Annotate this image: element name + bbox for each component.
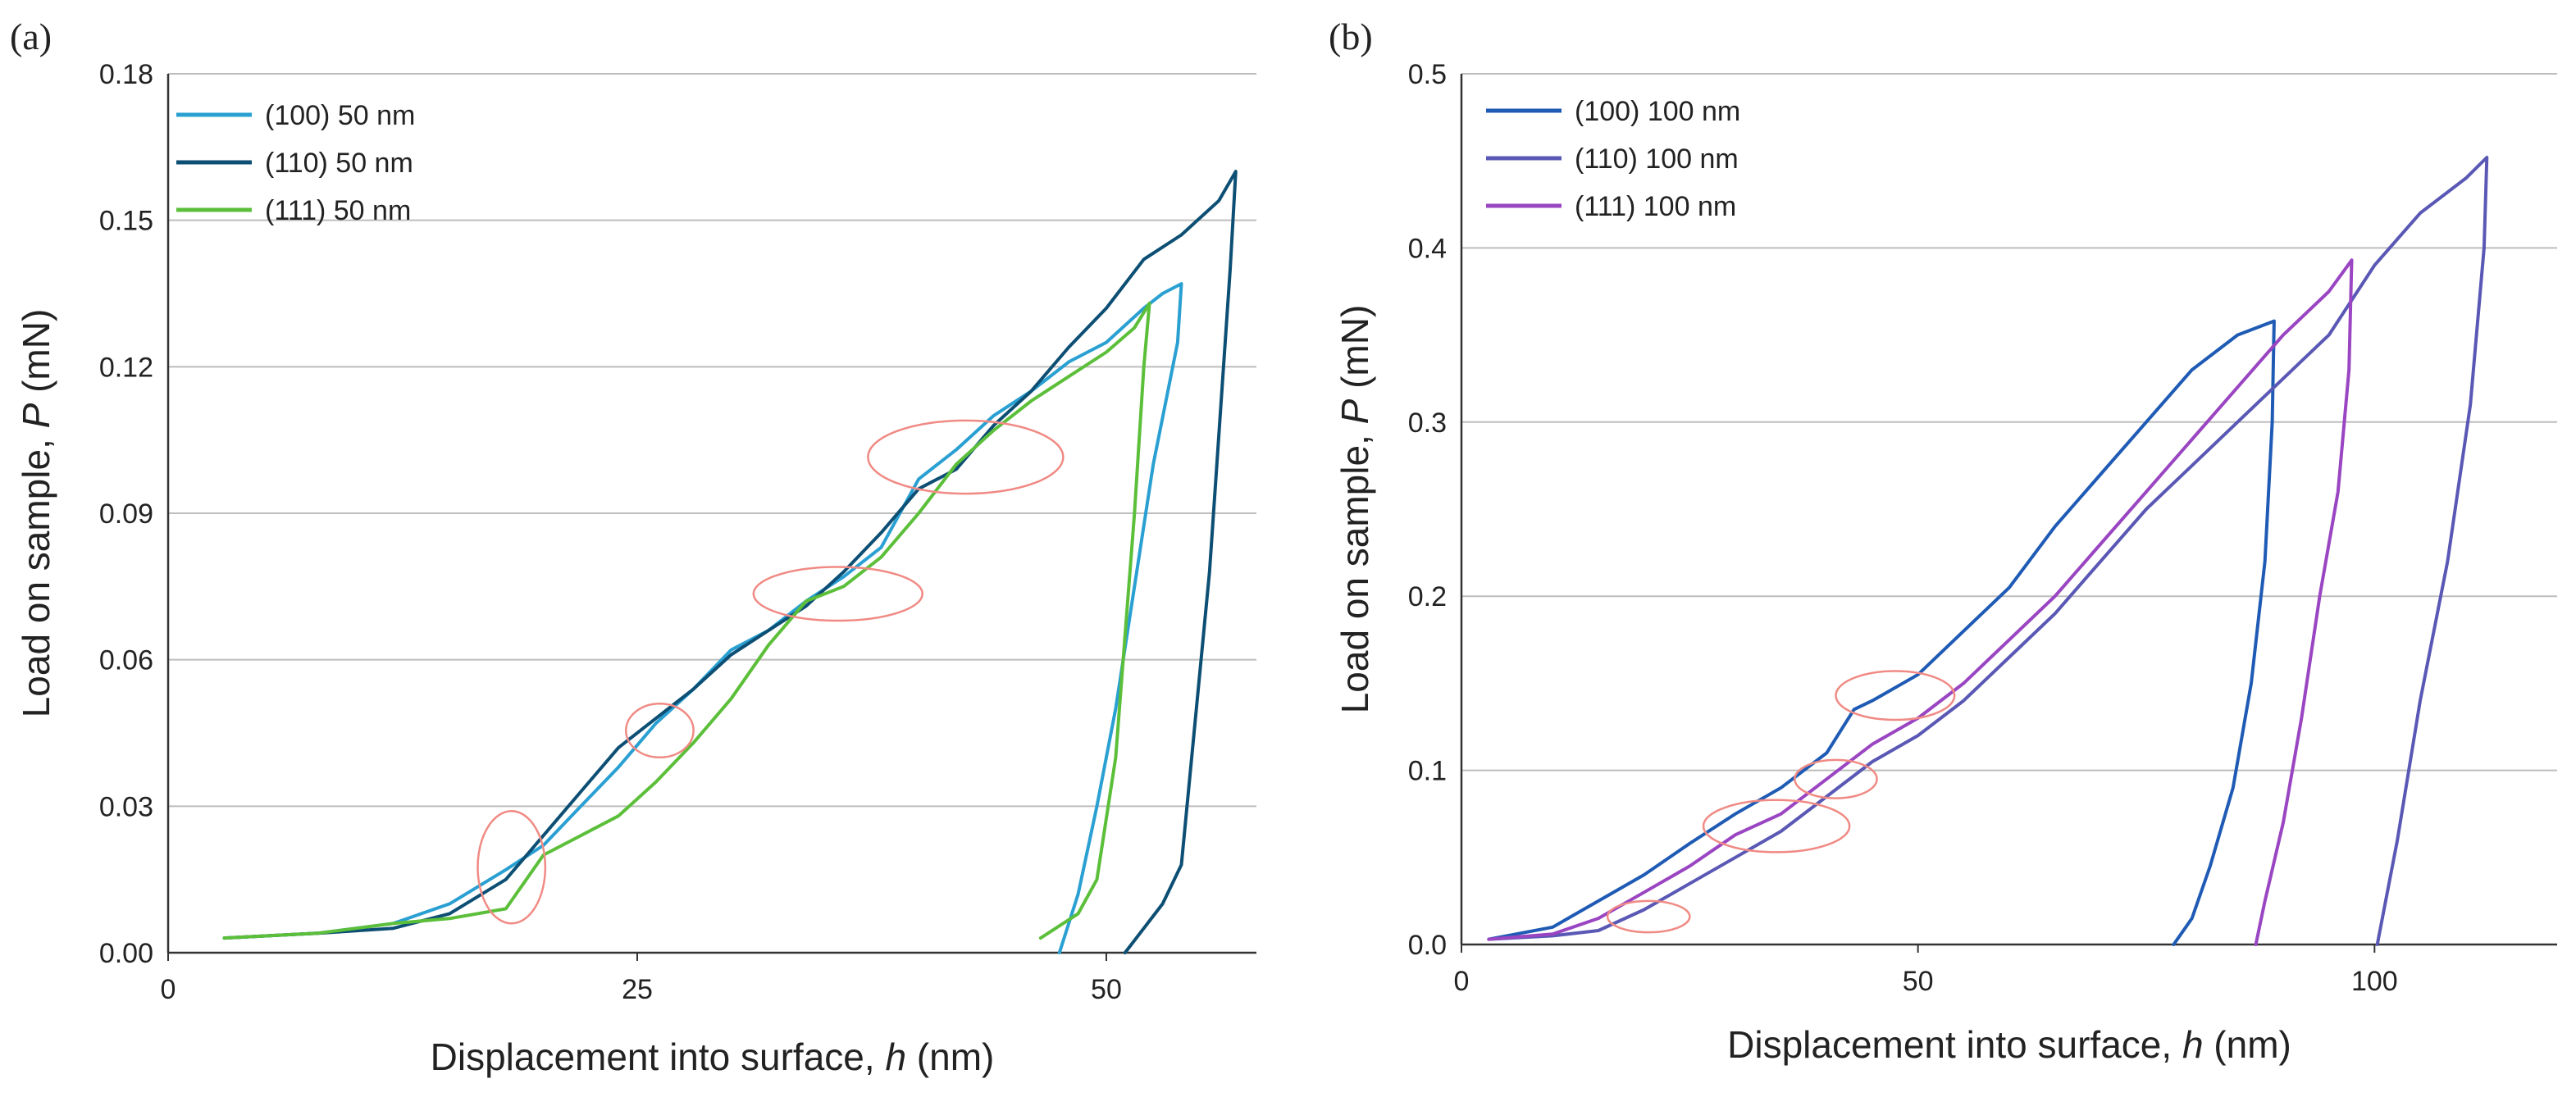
y-tick-label: 0.4	[1408, 233, 1447, 264]
y-tick-label: 0.0	[1408, 930, 1447, 961]
legend-label: (100) 50 nm	[265, 100, 415, 131]
y-axis-variable: P	[1334, 398, 1376, 424]
y-axis-variable: P	[15, 403, 57, 428]
legend-label: (111) 100 nm	[1575, 191, 1736, 222]
x-axis-variable: h	[2182, 1023, 2204, 1066]
panel-b: (b) 0.0 0.1 0.2 0.3 0.4 0.5 0 50 100 Displacement …	[1329, 16, 2557, 1066]
y-tick-label: 0.3	[1408, 407, 1447, 439]
x-axis-label: Displacement into surface, h (nm)	[1727, 1023, 2291, 1066]
annotation-ellipse	[476, 810, 547, 925]
series-line-3	[222, 301, 1151, 940]
y-tick-label: 0.12	[99, 352, 153, 383]
panel-label: (a)	[10, 16, 52, 57]
y-tick-label: 0.1	[1408, 756, 1447, 787]
x-tick-label: 50	[1091, 974, 1122, 1005]
x-tick-label: 0	[161, 974, 176, 1005]
y-tick-label: 0.2	[1408, 581, 1447, 612]
x-tick-label: 100	[2351, 966, 2398, 997]
y-axis-unit: (mN)	[1334, 305, 1376, 399]
annotation-ellipse	[625, 703, 695, 759]
series-line-2	[222, 170, 1238, 954]
y-tick-label: 0.00	[99, 938, 153, 969]
legend-label: (111) 50 nm	[265, 195, 411, 226]
legend: (100) 100 nm (110) 100 nm (111) 100 nm	[1486, 96, 1740, 222]
series-line-2	[1487, 156, 2489, 946]
annotation-ellipse	[752, 566, 923, 622]
x-axis-label-text: Displacement into surface,	[431, 1036, 886, 1078]
y-tick-label: 0.15	[99, 206, 153, 237]
x-tick-label: 25	[622, 974, 653, 1005]
y-axis-label: Load on sample, P (mN)	[15, 309, 57, 718]
panel-a: (a) 0.00 0.03 0.06 0.09 0.12 0.15 0.18 0 25 50 Disp…	[10, 16, 1256, 1078]
legend-label: (110) 100 nm	[1575, 143, 1739, 175]
y-axis-unit: (mN)	[15, 309, 57, 403]
y-tick-label: 0.03	[99, 791, 153, 822]
annotation-ellipse	[1702, 799, 1851, 853]
panel-label: (b)	[1329, 16, 1373, 57]
annotation-ellipse	[867, 419, 1065, 495]
annotation-ellipse	[1835, 670, 1956, 721]
y-axis-label-text: Load on sample,	[1334, 424, 1376, 713]
x-axis-variable: h	[885, 1036, 906, 1078]
y-tick-label: 0.09	[99, 498, 153, 530]
annotation-ellipse	[1606, 899, 1691, 934]
y-tick-label: 0.06	[99, 645, 153, 676]
legend-label: (110) 50 nm	[265, 148, 413, 179]
x-axis-unit: (nm)	[906, 1036, 994, 1078]
series-line-1	[1487, 319, 2276, 946]
legend-label: (100) 100 nm	[1575, 96, 1740, 127]
x-axis-label: Displacement into surface, h (nm)	[431, 1036, 995, 1078]
y-tick-label: 0.18	[99, 59, 153, 90]
legend: (100) 50 nm (110) 50 nm (111) 50 nm	[176, 100, 415, 226]
y-axis-label-text: Load on sample,	[15, 428, 57, 717]
series-line-3	[1487, 258, 2354, 946]
x-axis-unit: (nm)	[2204, 1023, 2291, 1066]
x-axis-label-text: Displacement into surface,	[1727, 1023, 2182, 1066]
annotation-ellipse	[1794, 758, 1878, 799]
x-tick-label: 0	[1454, 966, 1470, 997]
y-tick-label: 0.5	[1408, 59, 1447, 90]
x-tick-label: 50	[1903, 966, 1934, 997]
y-axis-label: Load on sample, P (mN)	[1334, 305, 1376, 714]
